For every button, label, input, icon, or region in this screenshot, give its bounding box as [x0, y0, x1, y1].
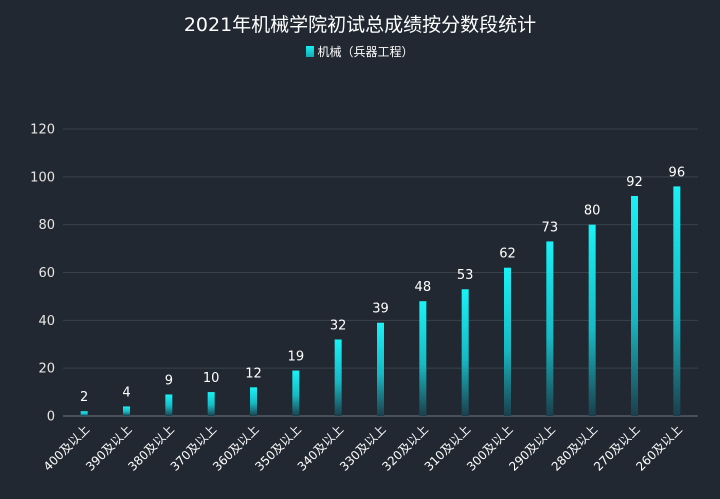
y-tick-label: 0 — [47, 410, 55, 425]
data-label: 48 — [415, 280, 432, 295]
legend[interactable]: 机械（兵器工程） — [0, 43, 720, 60]
bar[interactable] — [673, 186, 681, 416]
bar[interactable] — [546, 241, 554, 416]
bar[interactable] — [504, 267, 511, 416]
data-label: 9 — [165, 373, 173, 388]
legend-swatch — [306, 46, 315, 57]
bar[interactable] — [334, 339, 342, 416]
bar[interactable] — [292, 370, 300, 416]
data-label: 39 — [372, 302, 389, 317]
data-label: 19 — [288, 350, 305, 365]
data-label: 12 — [245, 366, 262, 381]
data-label: 32 — [330, 318, 347, 333]
y-tick-label: 120 — [30, 123, 55, 138]
bar[interactable] — [250, 387, 257, 416]
bar[interactable] — [631, 195, 638, 416]
y-tick-label: 60 — [38, 266, 55, 281]
data-label: 92 — [626, 175, 643, 190]
y-tick-label: 40 — [38, 314, 55, 329]
chart-title: 2021年机械学院初试总成绩按分数段统计 — [183, 14, 537, 36]
bar[interactable] — [165, 394, 173, 416]
y-tick-label: 80 — [38, 218, 55, 233]
data-label: 80 — [584, 204, 601, 219]
data-label: 2 — [80, 390, 88, 405]
bar[interactable] — [377, 322, 384, 416]
y-tick-label: 100 — [30, 170, 55, 185]
bar[interactable] — [461, 289, 469, 416]
bar[interactable] — [419, 301, 427, 416]
y-tick-label: 20 — [38, 362, 55, 377]
bar[interactable] — [123, 406, 130, 416]
x-tick-label: 260及以上 — [633, 422, 685, 474]
data-label: 62 — [499, 247, 516, 262]
data-label: 73 — [542, 220, 559, 235]
legend-label: 机械（兵器工程） — [317, 45, 414, 59]
data-label: 10 — [203, 371, 220, 386]
bar[interactable] — [207, 392, 215, 416]
bar[interactable] — [588, 224, 596, 416]
data-label: 96 — [669, 165, 686, 180]
data-label: 4 — [122, 385, 130, 400]
bar[interactable] — [80, 411, 88, 416]
data-label: 53 — [457, 268, 474, 283]
